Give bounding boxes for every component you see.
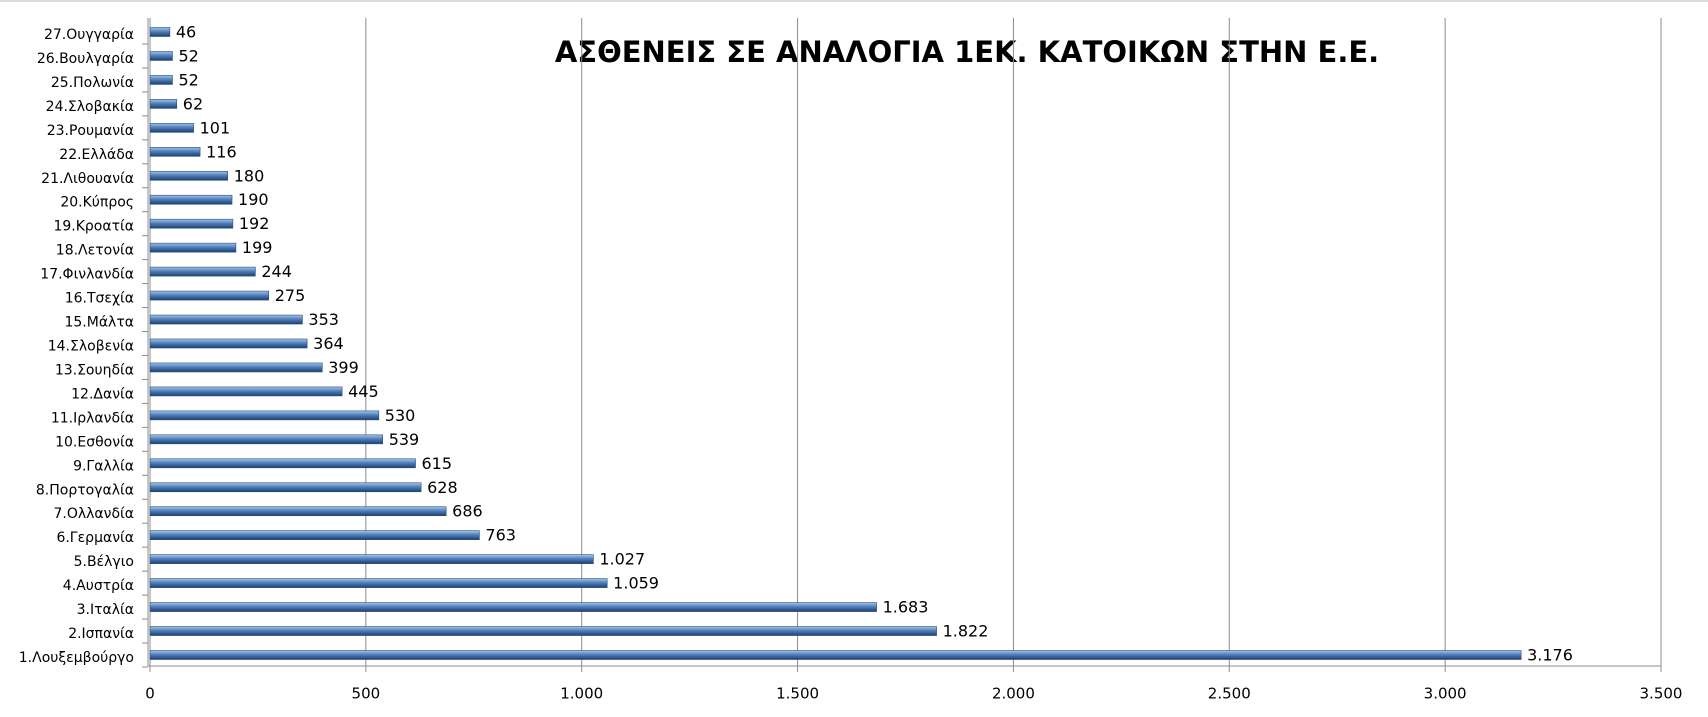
bar	[149, 482, 422, 493]
data-label: 353	[308, 310, 339, 329]
bar	[149, 554, 594, 564]
y-tick-label: 13.Σουηδία	[55, 362, 134, 378]
y-tick-label: 4.Αυστρία	[63, 578, 134, 594]
y-tick-label: 11.Ιρλανδία	[51, 410, 134, 426]
y-tick-label: 18.Λετονία	[56, 243, 134, 259]
data-label: 539	[389, 430, 420, 449]
data-label: 190	[238, 190, 269, 209]
bar	[149, 314, 303, 325]
bar	[149, 626, 937, 636]
bar	[149, 602, 877, 612]
bar	[149, 266, 256, 277]
y-tick-label: 6.Γερμανία	[56, 530, 134, 546]
y-tick-label: 3.Ιταλία	[77, 602, 134, 618]
data-label: 199	[242, 238, 273, 257]
bar	[149, 27, 171, 37]
data-label: 1.059	[613, 574, 659, 593]
data-label: 244	[261, 262, 292, 281]
data-label: 3.176	[1527, 646, 1573, 665]
bar	[149, 410, 380, 421]
y-tick-label: 22.Ελλάδα	[59, 147, 134, 163]
y-tick-label: 12.Δανία	[71, 386, 134, 402]
bar	[149, 578, 608, 588]
data-label: 445	[348, 382, 379, 401]
bar	[149, 147, 201, 157]
y-tick-label: 14.Σλοβενία	[48, 339, 134, 355]
y-tick-label: 24.Σλοβακία	[46, 99, 134, 115]
data-label: 1.683	[883, 598, 929, 617]
data-label: 116	[206, 142, 237, 161]
x-tick-label: 500	[352, 685, 381, 703]
data-label: 62	[183, 94, 203, 113]
x-tick-label: 1.000	[560, 685, 603, 703]
x-tick-label: 2.500	[1208, 685, 1251, 703]
data-label: 615	[422, 454, 453, 473]
bar	[149, 650, 1522, 660]
bar	[149, 506, 447, 517]
bar	[149, 75, 173, 85]
x-tick-label: 2.000	[992, 685, 1035, 703]
data-label: 530	[385, 406, 416, 425]
y-tick-label: 20.Κύπρος	[60, 195, 134, 211]
data-label: 192	[239, 214, 270, 233]
chart-title: ΑΣΘΕΝΕΙΣ ΣΕ ΑΝΑΛΟΓΙΑ 1ΕΚ. ΚΑΤΟΙΚΩΝ ΣΤΗΝ …	[555, 35, 1379, 69]
bar	[149, 434, 383, 445]
y-tick-label: 7.Ολλανδία	[53, 506, 134, 522]
y-tick-label: 5.Βέλγιο	[74, 554, 134, 570]
data-label: 180	[234, 166, 265, 185]
y-tick-label: 27.Ουγγαρία	[44, 27, 134, 43]
data-label: 364	[313, 334, 344, 353]
bar	[149, 530, 480, 540]
y-tick-label: 21.Λιθουανία	[41, 171, 134, 187]
y-tick-label: 1.Λουξεμβούργο	[19, 650, 134, 666]
data-label: 52	[178, 70, 198, 89]
y-tick-label: 16.Τσεχία	[65, 291, 134, 307]
bar	[149, 386, 343, 397]
bar	[149, 338, 308, 349]
bar	[149, 123, 194, 133]
x-tick-label: 3.000	[1424, 685, 1467, 703]
y-tick-label: 19.Κροατία	[53, 219, 134, 235]
data-label: 52	[178, 46, 198, 65]
x-tick-label: 3.500	[1640, 685, 1683, 703]
x-tick-label: 0	[145, 685, 155, 703]
y-tick-label: 15.Μάλτα	[64, 315, 134, 331]
bar	[149, 362, 323, 373]
y-tick-label: 10.Εσθονία	[55, 434, 134, 450]
bar	[149, 170, 229, 181]
bar	[149, 51, 173, 61]
bar	[149, 194, 233, 205]
data-label: 399	[328, 358, 359, 377]
data-label: 1.822	[943, 622, 989, 641]
bar	[149, 218, 234, 229]
y-tick-label: 2.Ισπανία	[68, 626, 134, 642]
y-tick-label: 17.Φινλανδία	[40, 267, 134, 283]
bar	[149, 458, 416, 469]
data-label: 46	[176, 23, 196, 42]
bar	[149, 99, 178, 109]
data-label: 275	[275, 286, 306, 305]
data-label: 686	[452, 502, 483, 521]
y-tick-label: 23.Ρουμανία	[47, 123, 134, 139]
bar	[149, 242, 237, 253]
data-label: 628	[427, 478, 458, 497]
y-tick-label: 26.Βουλγαρία	[37, 51, 134, 67]
x-tick-label: 1.500	[776, 685, 819, 703]
y-tick-label: 25.Πολωνία	[51, 75, 134, 91]
data-label: 763	[485, 526, 516, 545]
y-tick-label: 9.Γαλλία	[73, 458, 134, 474]
y-tick-label: 8.Πορτογαλία	[36, 482, 134, 498]
bar	[149, 290, 270, 301]
data-label: 1.027	[599, 550, 645, 569]
data-label: 101	[200, 118, 231, 137]
